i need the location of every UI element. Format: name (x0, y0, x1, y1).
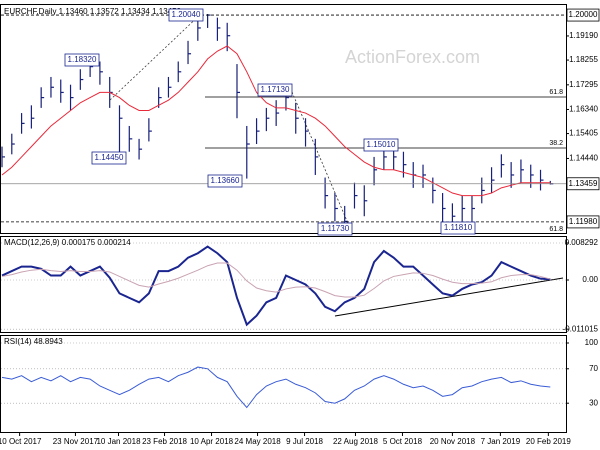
plot-layer: EURCHF,Daily 1.13460 1.13572 1.13434 1.1… (0, 7, 600, 446)
annotation-label: 1.17130 (261, 85, 290, 94)
x-tick-label: 23 Nov 2017 (53, 437, 99, 446)
x-tick-label: 9 Jul 2018 (286, 437, 323, 446)
panel-title: MACD(12,26,9) 0.000175 0.000214 (4, 238, 131, 247)
x-tick-label: 20 Feb 2019 (526, 437, 571, 446)
y-tick-label: 1.15405 (569, 129, 598, 138)
annotation-box (91, 151, 127, 165)
annotation-box (440, 221, 476, 235)
y-tick-label: 1.14440 (569, 154, 598, 163)
x-tick-label: 20 Nov 2018 (430, 437, 476, 446)
y-tick-label: 30 (589, 398, 598, 407)
level-label: 1.20000 (569, 10, 598, 19)
series-line (1, 262, 551, 298)
level-box (566, 8, 600, 22)
panel-title: RSI(14) 48.8943 (4, 337, 63, 346)
annotation-label: 1.11810 (444, 223, 473, 232)
panel-title: EURCHF,Daily 1.13460 1.13572 1.13434 1.1… (4, 7, 182, 16)
y-tick-label: 1.18255 (569, 55, 598, 64)
level-box (566, 177, 600, 191)
level-label: 1.13459 (569, 179, 598, 188)
series-line (1, 45, 551, 197)
trend-line (291, 91, 351, 229)
y-tick-label: 70 (589, 364, 598, 373)
y-tick-label: 1.16340 (569, 105, 598, 114)
annotation-label: 1.13660 (211, 176, 240, 185)
series-line (1, 366, 551, 409)
x-tick-label: 7 Jan 2019 (481, 437, 521, 446)
annotation-box (168, 8, 204, 22)
annotation-label: 1.18320 (68, 55, 97, 64)
level-label: 1.11980 (569, 217, 598, 226)
y-tick-label: 1.17295 (569, 80, 598, 89)
level-box (566, 215, 600, 229)
y-tick-label: 100 (585, 338, 599, 347)
macd-panel (0, 236, 567, 333)
annotation-box (317, 222, 353, 236)
annotation-label: 1.15010 (367, 140, 396, 149)
fib-label: 61.8 (549, 89, 563, 96)
x-tick-label: 10 Apr 2018 (190, 437, 234, 446)
annotation-box (257, 83, 293, 97)
x-tick-label: 10 Jan 2018 (96, 437, 141, 446)
watermark: ActionForex.com (345, 47, 480, 67)
annotation-label: 1.20040 (172, 10, 201, 19)
x-tick-label: 22 Aug 2018 (333, 437, 378, 446)
trend-line (109, 11, 204, 101)
annotation-label: 1.11730 (321, 224, 350, 233)
annotation-box (363, 138, 399, 152)
x-tick-label: 5 Oct 2018 (383, 437, 423, 446)
x-tick-label: 10 Oct 2017 (0, 437, 42, 446)
series-line (1, 245, 551, 327)
x-tick-label: 23 Feb 2018 (142, 437, 187, 446)
annotation-label: 1.14450 (95, 153, 124, 162)
price-panel (0, 4, 567, 234)
macd-trend-line (334, 277, 564, 317)
x-tick-label: 24 May 2018 (234, 437, 281, 446)
y-tick-label: 0.008292 (565, 238, 599, 247)
y-tick-label: 1.19190 (569, 31, 598, 40)
y-tick-label: 0.00 (582, 275, 598, 284)
fib-label: 61.8 (549, 226, 563, 233)
rsi-panel (0, 335, 567, 433)
y-tick-label: -0.011015 (563, 324, 599, 333)
annotation-box (64, 53, 100, 67)
fib-label: 38.2 (549, 140, 563, 147)
annotation-box (207, 174, 243, 188)
